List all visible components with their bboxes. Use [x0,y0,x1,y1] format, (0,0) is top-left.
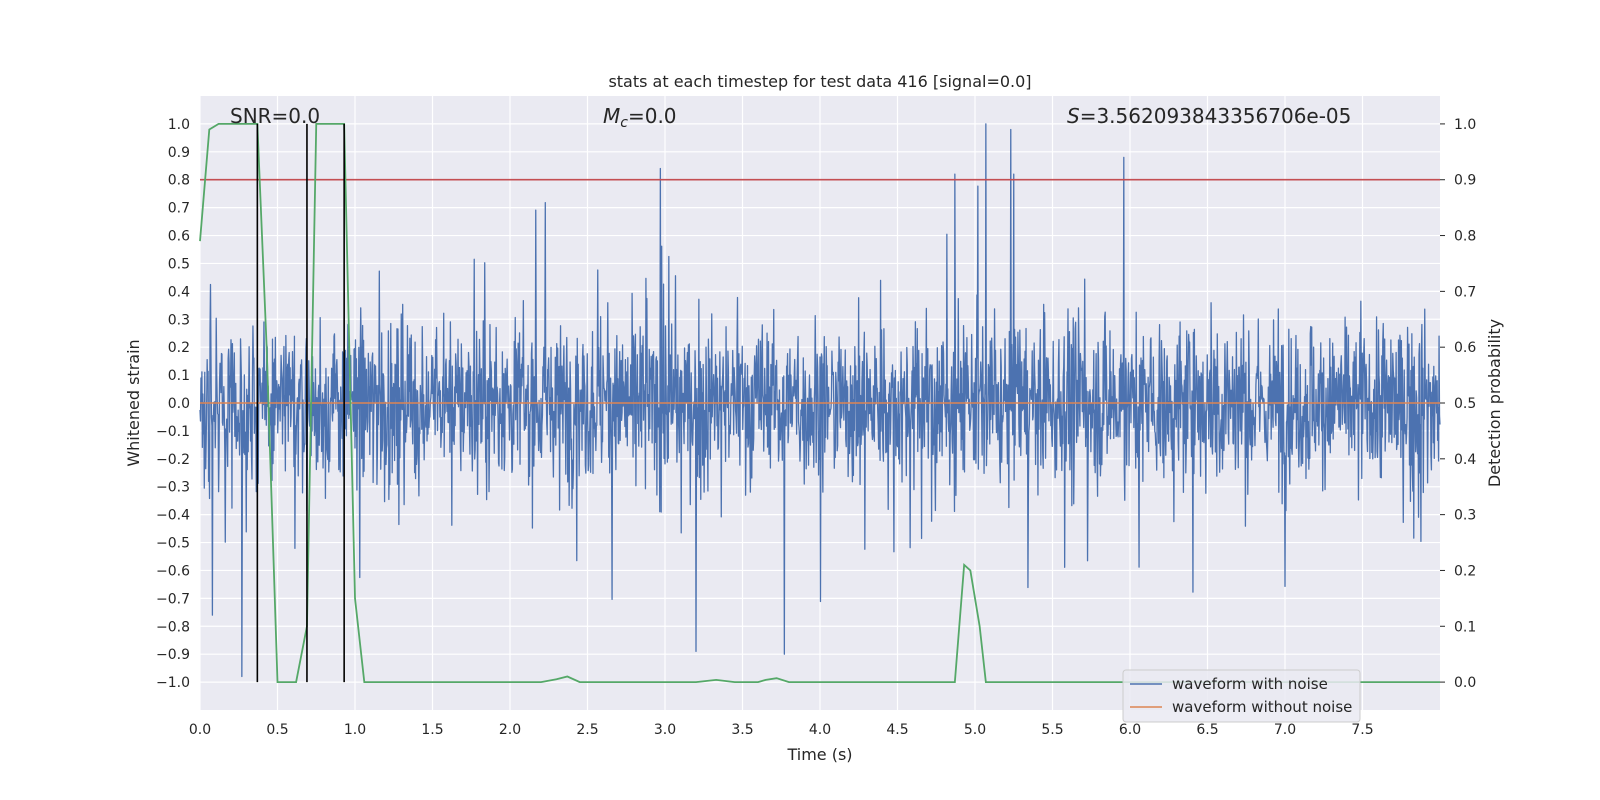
y-tick-label: 0.1 [168,368,190,384]
y2-tick-label: 0.1 [1454,619,1476,635]
y-axis-label: Whitened strain [124,339,143,466]
x-tick-label: 0.0 [189,722,211,738]
y2-axis-label: Detection probability [1485,319,1504,487]
y-tick-label: 1.0 [168,117,190,133]
y2-tick-label: 1.0 [1454,117,1476,133]
y-tick-label: 0.7 [168,201,190,217]
noise-waveform-path [199,123,1441,678]
y-tick-label: −0.5 [156,536,190,552]
x-tick-label: 6.0 [1119,722,1141,738]
chart-title: stats at each timestep for test data 416… [608,72,1031,91]
x-tick-label: 5.0 [964,722,986,738]
legend-label-noise: waveform with noise [1172,675,1328,693]
x-tick-label: 7.5 [1351,722,1373,738]
waveform-with-noise-series [199,123,1441,678]
y-tick-label: −0.8 [156,619,190,635]
y-tick-label: −0.6 [156,563,190,579]
x-tick-label: 5.5 [1041,722,1063,738]
y2-tick-label: 0.6 [1454,340,1476,356]
y-tick-label: 0.4 [168,284,190,300]
y2-tick-label: 0.9 [1454,173,1476,189]
detection-probability-line [199,123,1440,683]
x-tick-label: 3.5 [731,722,753,738]
y-tick-label: −0.4 [156,508,190,524]
y-tick-label: −0.9 [156,647,190,663]
legend: waveform with noise waveform without noi… [1122,669,1361,723]
y-axis-ticks: 1.0 0.9 0.8 0.7 0.6 0.5 0.4 0.3 0.2 0.1 0.0 −0.1 −0.… [156,117,190,691]
y2-tick-label: 0.8 [1454,229,1476,245]
x-tick-label: 2.5 [576,722,598,738]
x-tick-label: 6.5 [1196,722,1218,738]
y-tick-label: 0.3 [168,312,190,328]
vertical-markers [256,123,345,683]
y2-tick-label: 0.3 [1454,508,1476,524]
x-axis-label: Time (s) [786,745,852,764]
y-tick-label: −0.1 [156,424,190,440]
x-tick-label: 1.5 [421,722,443,738]
y-tick-label: 0.5 [168,256,190,272]
snr-annotation: SNR=0.0 [230,104,320,128]
y2-tick-label: 0.7 [1454,284,1476,300]
y2-tick-label: 0.0 [1454,675,1476,691]
y-tick-label: 0.2 [168,340,190,356]
x-tick-label: 1.0 [344,722,366,738]
x-axis-ticks: 0.0 0.5 1.0 1.5 2.0 2.5 3.0 3.5 4.0 4.5 5.0 5.5 6.0 6… [189,722,1374,738]
y-tick-label: 0.9 [168,145,190,161]
x-tick-label: 3.0 [654,722,676,738]
y-tick-label: 0.8 [168,173,190,189]
y-tick-label: −0.3 [156,480,190,496]
legend-label-clean: waveform without noise [1172,698,1352,716]
y-tick-label: −0.7 [156,591,190,607]
y-tick-label: −0.2 [156,452,190,468]
y-tick-label: −1.0 [156,675,190,691]
legend-box [1122,669,1361,723]
x-tick-label: 4.5 [886,722,908,738]
y2-tick-label: 0.4 [1454,452,1476,468]
y-tick-label: 0.6 [168,229,190,245]
y2-tick-label: 0.5 [1454,396,1476,412]
x-tick-label: 4.0 [809,722,831,738]
x-tick-label: 2.0 [499,722,521,738]
s-annotation: S=3.562093843356706e-05 [1067,104,1351,128]
x-tick-label: 7.0 [1274,722,1296,738]
y2-tick-label: 0.2 [1454,563,1476,579]
y-tick-label: 0.0 [168,396,190,412]
y2-axis-ticks: 1.0 0.9 0.8 0.7 0.6 0.5 0.4 0.3 0.2 0.1 0.0 [1440,117,1476,691]
mc-annotation: Mc=0.0 [603,104,677,131]
x-tick-label: 0.5 [266,722,288,738]
